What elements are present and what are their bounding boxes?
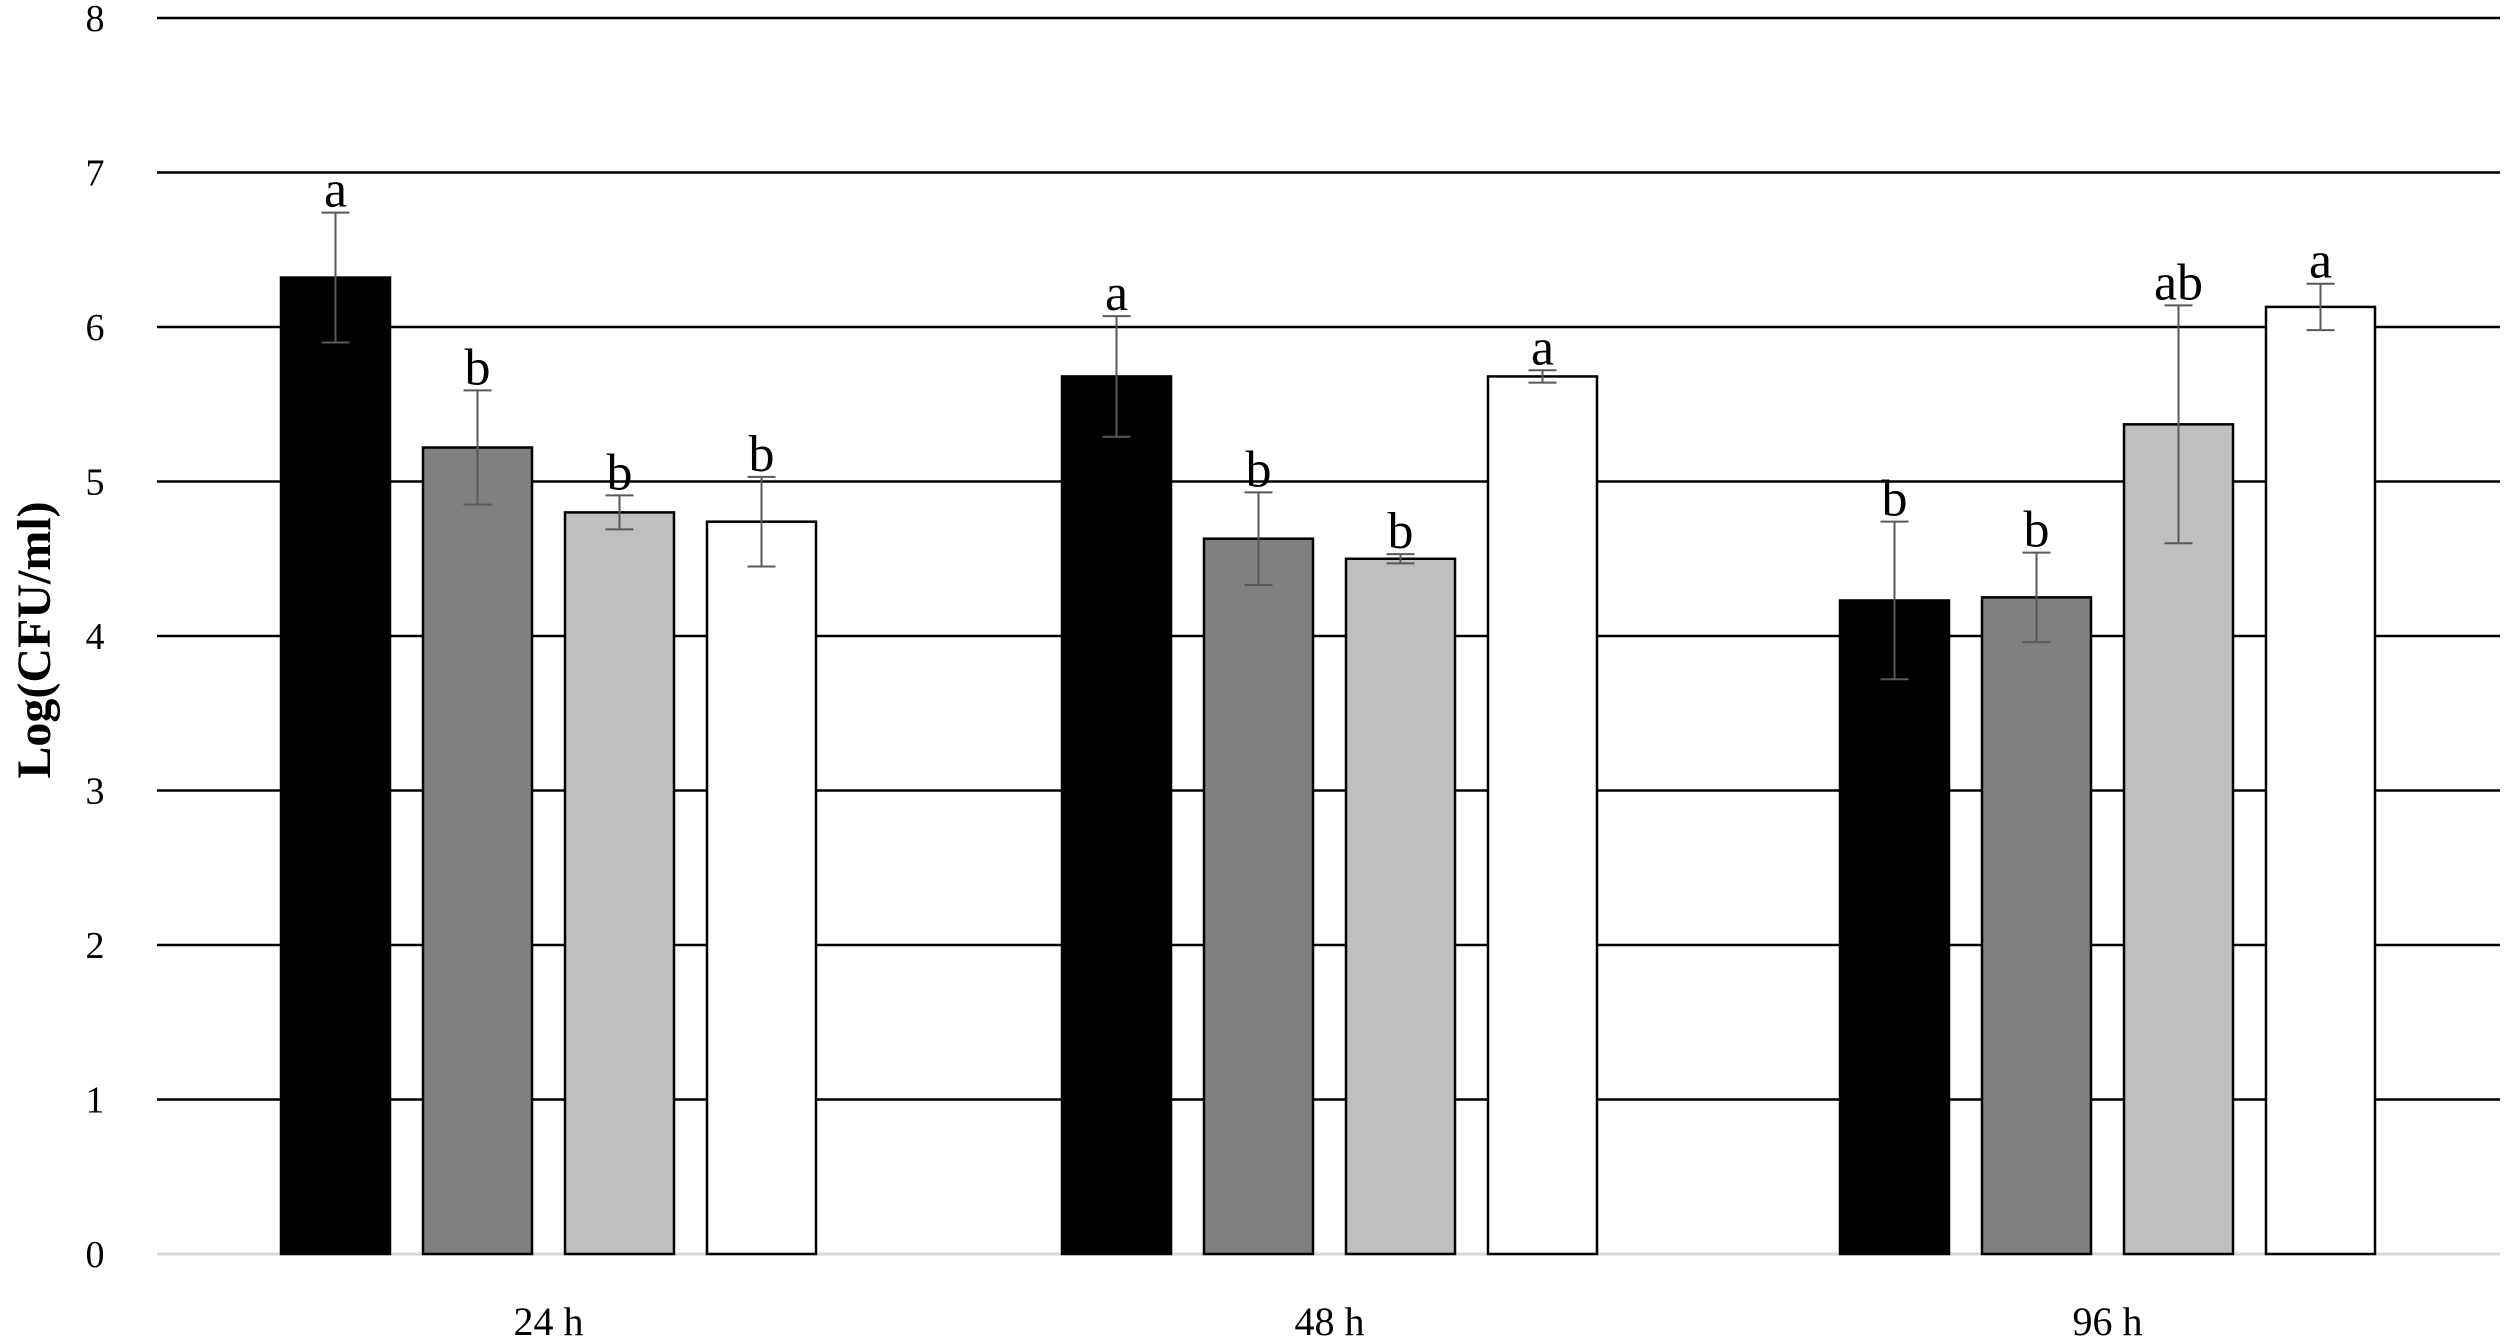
x-category-label: 48 h bbox=[1295, 1299, 1365, 1344]
x-category-label: 96 h bbox=[2073, 1299, 2143, 1344]
significance-label: b bbox=[465, 339, 491, 396]
y-tick-label: 3 bbox=[86, 771, 105, 813]
y-tick-label: 5 bbox=[86, 462, 105, 504]
bar bbox=[2122, 423, 2235, 1256]
significance-label: a bbox=[324, 162, 347, 219]
bar bbox=[705, 520, 818, 1256]
y-axis-title: Log(CFU/ml) bbox=[8, 501, 61, 778]
y-tick-label: 0 bbox=[86, 1234, 105, 1276]
significance-label: b bbox=[2024, 502, 2050, 559]
significance-label: b bbox=[607, 444, 633, 501]
significance-label: ab bbox=[2154, 254, 2203, 311]
bar bbox=[279, 276, 392, 1256]
gridlines bbox=[157, 16, 2500, 1256]
bars bbox=[279, 276, 2377, 1256]
y-tick-label: 6 bbox=[86, 307, 105, 349]
significance-label: a bbox=[1531, 319, 1554, 376]
bar bbox=[563, 511, 676, 1256]
y-tick-label: 7 bbox=[86, 153, 105, 195]
bar bbox=[1838, 599, 1951, 1256]
significance-label: b bbox=[1882, 471, 1908, 528]
y-tick-label: 2 bbox=[86, 925, 105, 967]
x-category-label: 24 h bbox=[514, 1299, 584, 1344]
significance-label: b bbox=[749, 426, 775, 483]
bar bbox=[1202, 537, 1315, 1256]
y-axis-ticks: 0 1 2 3 4 5 6 7 8 bbox=[86, 0, 105, 1276]
bar bbox=[1344, 557, 1457, 1256]
x-axis-categories: 24 h 48 h 96 h bbox=[514, 1299, 2143, 1344]
bar bbox=[421, 446, 534, 1256]
bar bbox=[1486, 375, 1599, 1256]
bar bbox=[1060, 375, 1173, 1256]
significance-label: a bbox=[1105, 265, 1128, 322]
significance-label: b bbox=[1246, 441, 1272, 498]
y-tick-label: 4 bbox=[86, 616, 105, 658]
error-bars bbox=[321, 211, 2335, 681]
bar bbox=[1980, 596, 2093, 1256]
significance-label: a bbox=[2309, 233, 2332, 290]
bar bbox=[2264, 305, 2377, 1256]
significance-label: b bbox=[1388, 503, 1414, 560]
y-tick-label: 8 bbox=[86, 0, 105, 40]
y-tick-label: 1 bbox=[86, 1080, 105, 1122]
